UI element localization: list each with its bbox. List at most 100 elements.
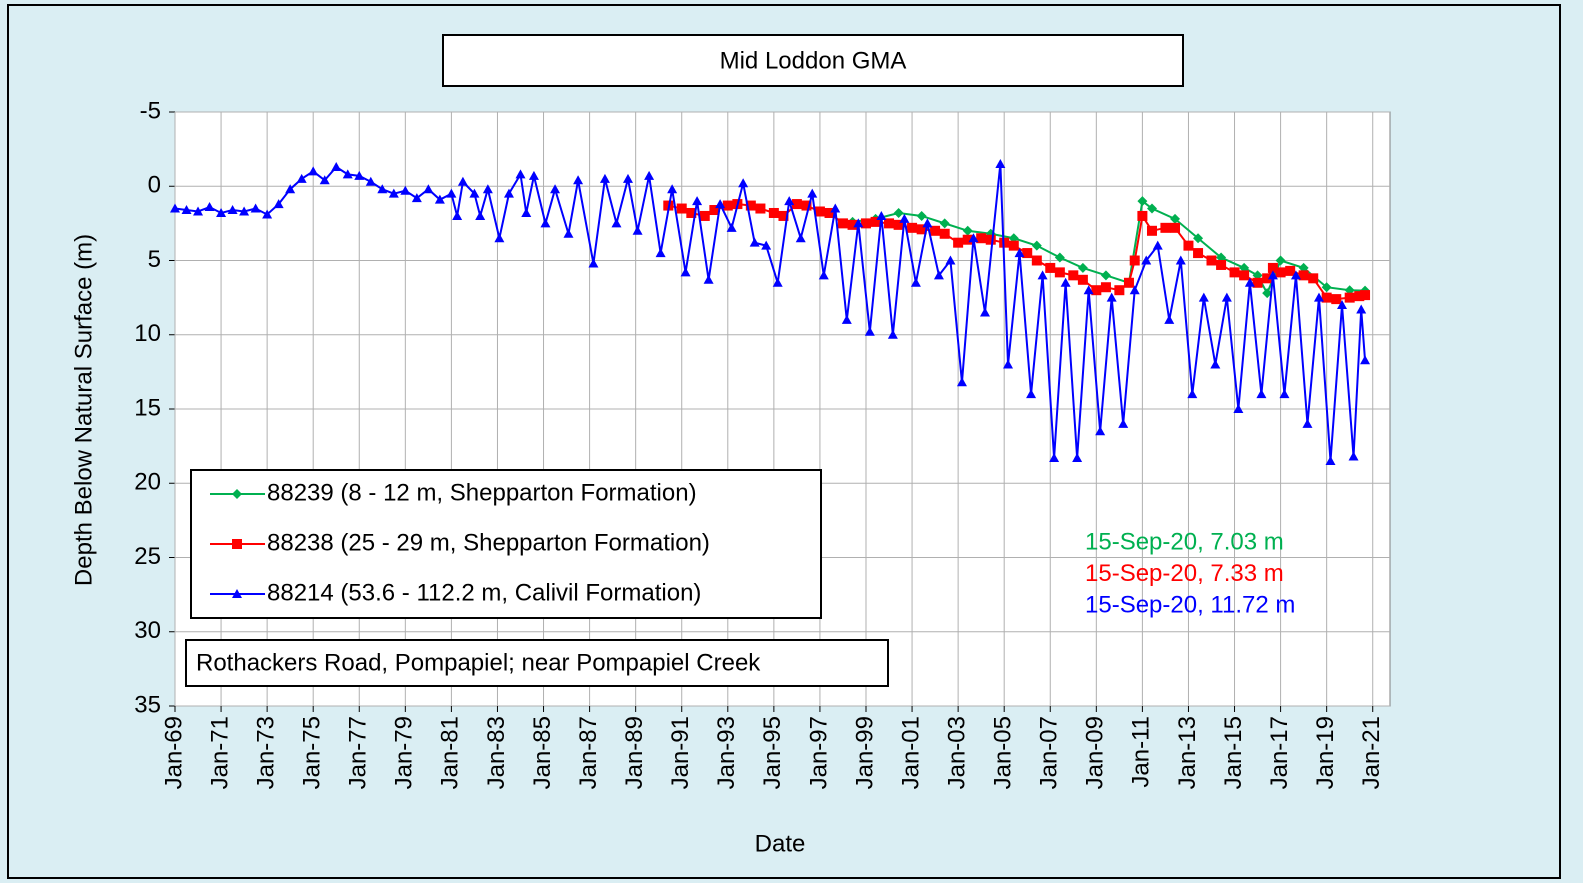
marker xyxy=(807,188,818,198)
x-tick-label: Jan-11 xyxy=(1128,716,1155,788)
marker xyxy=(1008,240,1019,251)
marker xyxy=(262,209,273,219)
marker xyxy=(475,210,486,220)
marker xyxy=(1045,262,1056,273)
marker xyxy=(910,277,921,287)
marker xyxy=(1210,359,1221,369)
x-tick-label: Jan-89 xyxy=(621,716,648,789)
legend-label: 88239 (8 - 12 m, Shepparton Formation) xyxy=(267,479,697,506)
x-tick-label: Jan-73 xyxy=(252,716,279,789)
x-tick-label: Jan-09 xyxy=(1082,716,1109,789)
marker xyxy=(930,225,941,236)
marker xyxy=(599,173,610,183)
marker xyxy=(985,234,996,245)
marker xyxy=(956,377,967,387)
marker xyxy=(1354,291,1365,302)
marker xyxy=(1331,294,1342,305)
marker xyxy=(503,188,514,198)
x-tick-label: Jan-91 xyxy=(667,716,694,789)
marker xyxy=(1348,451,1359,461)
marker xyxy=(494,233,505,243)
marker xyxy=(227,205,238,215)
marker xyxy=(573,175,584,185)
marker xyxy=(1183,240,1194,251)
x-tick-label: Jan-05 xyxy=(990,716,1017,789)
marker xyxy=(1077,274,1088,285)
marker xyxy=(1022,248,1033,259)
marker xyxy=(1175,255,1186,265)
marker xyxy=(1244,277,1255,287)
marker xyxy=(365,176,376,186)
marker xyxy=(411,193,422,203)
marker xyxy=(1160,222,1171,233)
marker xyxy=(1118,418,1129,428)
marker xyxy=(1003,359,1014,369)
marker xyxy=(945,255,956,265)
marker xyxy=(250,203,261,213)
marker xyxy=(1313,292,1324,302)
marker xyxy=(1321,292,1332,303)
marker xyxy=(1077,262,1088,273)
marker xyxy=(1083,285,1094,295)
marker xyxy=(1137,210,1148,221)
marker xyxy=(772,277,783,287)
marker xyxy=(331,161,342,171)
x-axis-label: Date xyxy=(755,830,806,857)
marker xyxy=(563,228,574,238)
marker xyxy=(680,267,691,277)
x-tick-label: Jan-17 xyxy=(1266,716,1293,789)
marker xyxy=(1337,300,1348,310)
legend-label: 88238 (25 - 29 m, Shepparton Formation) xyxy=(267,529,710,556)
marker xyxy=(1014,248,1025,258)
overlays: 88239 (8 - 12 m, Shepparton Formation) 88… xyxy=(185,469,1295,687)
marker xyxy=(1031,240,1042,251)
marker xyxy=(216,207,227,217)
series xyxy=(170,158,1371,465)
marker xyxy=(962,234,973,245)
marker xyxy=(1129,255,1140,266)
marker xyxy=(457,176,468,186)
marker xyxy=(768,207,779,218)
marker xyxy=(761,240,772,250)
marker xyxy=(1198,292,1209,302)
marker xyxy=(847,219,858,230)
marker xyxy=(1360,290,1371,301)
marker xyxy=(423,184,434,194)
marker xyxy=(755,203,766,214)
y-tick-label: 5 xyxy=(148,246,161,273)
x-tick-label: Jan-83 xyxy=(483,716,510,789)
marker xyxy=(1123,277,1134,288)
location-box xyxy=(185,639,889,687)
marker xyxy=(893,219,904,230)
marker xyxy=(1308,273,1319,284)
x-tick-label: Jan-71 xyxy=(206,716,233,789)
marker xyxy=(655,248,666,258)
marker xyxy=(377,184,388,194)
marker xyxy=(1267,262,1278,273)
marker xyxy=(232,589,242,598)
marker xyxy=(692,196,703,206)
marker xyxy=(204,202,215,212)
marker xyxy=(884,218,895,229)
marker xyxy=(726,222,737,232)
marker xyxy=(550,184,561,194)
marker xyxy=(1285,265,1296,276)
x-tick-label: Jan-95 xyxy=(759,716,786,789)
marker xyxy=(1262,288,1273,299)
marker xyxy=(193,206,204,216)
x-tick-label: Jan-87 xyxy=(575,716,602,789)
x-tick-label: Jan-03 xyxy=(943,716,970,789)
marker xyxy=(354,170,365,180)
marker xyxy=(1141,255,1152,265)
marker xyxy=(841,314,852,324)
marker xyxy=(703,274,714,284)
series-line xyxy=(852,199,1366,296)
marker xyxy=(922,218,933,228)
marker xyxy=(893,207,904,218)
marker xyxy=(1129,285,1140,295)
marker xyxy=(818,270,829,280)
marker xyxy=(1095,426,1106,436)
marker xyxy=(1100,282,1111,293)
marker xyxy=(308,166,319,176)
marker xyxy=(1037,270,1048,280)
